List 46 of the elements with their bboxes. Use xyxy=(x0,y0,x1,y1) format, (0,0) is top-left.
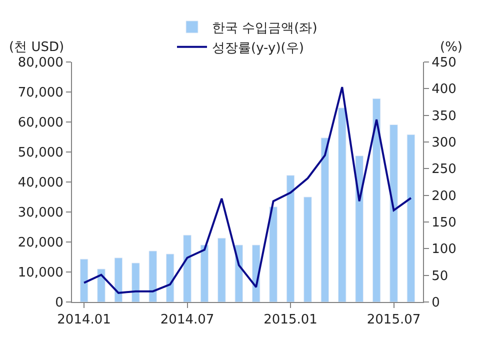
y2-tick-label: 450 xyxy=(432,56,456,71)
y2-axis-title: (%) xyxy=(440,40,462,55)
bar xyxy=(269,206,278,302)
bar xyxy=(114,258,123,302)
bar xyxy=(200,244,209,302)
y-tick-label: 10,000 xyxy=(18,266,64,281)
y-tick-label: 0 xyxy=(55,296,64,311)
y2-tick-label: 300 xyxy=(432,136,456,151)
bar xyxy=(286,175,295,302)
y2-tick-label: 400 xyxy=(432,82,456,98)
y-tick-label: 80,000 xyxy=(18,56,64,71)
y2-tick-label: 200 xyxy=(432,188,456,204)
bar xyxy=(166,254,174,302)
bar xyxy=(390,124,398,302)
y-tick-label: 50,000 xyxy=(18,146,64,161)
x-tick-label: 2015.07 xyxy=(366,312,421,328)
y-tick-label: 60,000 xyxy=(18,116,64,131)
y2-tick-label: 350 xyxy=(432,108,456,124)
legend-label: 한국 수입금액(좌) xyxy=(212,21,318,36)
bar xyxy=(183,234,192,302)
x-tick-label: 2015.01 xyxy=(264,312,318,328)
y-tick-label: 70,000 xyxy=(18,86,64,101)
x-tick-label: 2014.07 xyxy=(160,312,214,328)
bar xyxy=(406,134,416,302)
bar xyxy=(218,238,226,302)
y2-tick-label: 150 xyxy=(432,216,456,231)
bar xyxy=(320,138,330,302)
bar xyxy=(372,98,381,302)
y-tick-label: 40,000 xyxy=(18,176,64,191)
line-series xyxy=(83,86,412,294)
y2-tick-label: 100 xyxy=(432,242,456,258)
bar xyxy=(97,268,106,302)
bar xyxy=(132,262,140,302)
legend-label: 성장률(y-y)(우) xyxy=(212,40,304,56)
bar xyxy=(338,108,346,302)
y2-tick-label: 50 xyxy=(432,268,448,284)
y-tick-label: 20,000 xyxy=(18,236,64,251)
y-axis-title: (천 USD) xyxy=(9,40,64,55)
y2-tick-label: 250 xyxy=(432,162,456,178)
x-tick-label: 2014.01 xyxy=(57,312,111,328)
bar xyxy=(355,156,364,302)
y-tick-label: 30,000 xyxy=(18,206,64,221)
bar xyxy=(148,250,157,302)
bar xyxy=(304,196,312,302)
y2-tick-label: 0 xyxy=(432,296,440,311)
bar xyxy=(80,258,88,302)
